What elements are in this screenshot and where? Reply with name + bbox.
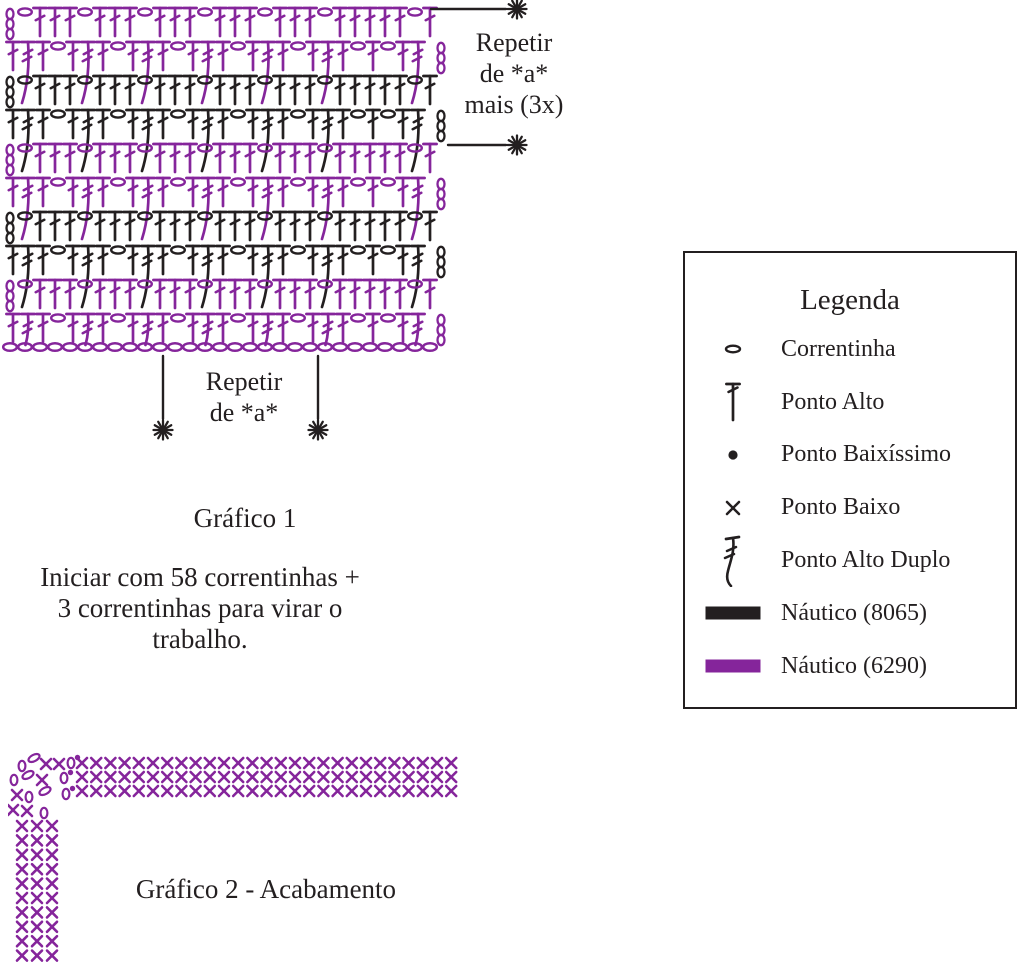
single-crochet-icon xyxy=(725,500,741,516)
treble-crochet-icon xyxy=(723,535,741,587)
yarn-color-purple-swatch xyxy=(705,659,761,673)
repeat-bottom-line1: Repetir xyxy=(205,367,283,396)
grafico-2-title: Gráfico 2 - Acabamento xyxy=(135,874,397,904)
legend-label: Náutico (8065) xyxy=(781,599,927,626)
legend-label: Ponto Baixo xyxy=(781,494,901,521)
legend-row-ponto-baixo: Ponto Baixo xyxy=(685,481,1015,534)
slip-stitch-icon xyxy=(728,450,738,460)
double-crochet-icon xyxy=(725,382,741,422)
repeat-right-line3: mais (3x) xyxy=(464,90,564,119)
legend-box: Legenda Correntinha Ponto Alto Ponto Bai… xyxy=(683,251,1017,709)
legend-title: Legenda xyxy=(800,284,900,316)
legend-row-ponto-alto-duplo: Ponto Alto Duplo xyxy=(685,534,1015,587)
grafico-1-note-line1: Iniciar com 58 correntinhas + xyxy=(40,562,360,592)
legend-rows: Correntinha Ponto Alto Ponto Baixíssimo … xyxy=(685,323,1015,693)
repeat-right-line1: Repetir xyxy=(475,28,553,57)
legend-row-ponto-baixissimo: Ponto Baixíssimo xyxy=(685,429,1015,482)
grafico-1-chart xyxy=(1,0,528,441)
grafico-2-chart xyxy=(8,752,458,962)
chain-stitch-icon xyxy=(724,344,742,354)
grafico-1-title: Gráfico 1 xyxy=(193,503,297,533)
legend-label: Náutico (6290) xyxy=(781,652,927,679)
legend-label: Ponto Alto xyxy=(781,388,885,415)
legend-row-correntinha: Correntinha xyxy=(685,323,1015,376)
yarn-color-black-swatch xyxy=(705,606,761,620)
repeat-bottom-line2: de *a* xyxy=(209,398,279,427)
repeat-right-label: Repetir de *a* mais (3x) xyxy=(437,27,591,120)
legend-label: Ponto Baixíssimo xyxy=(781,441,952,468)
legend-row-nautico-6290: Náutico (6290) xyxy=(685,640,1015,693)
repeat-bottom-label: Repetir de *a* xyxy=(168,366,320,428)
legend-label: Correntinha xyxy=(781,335,896,362)
legend-label: Ponto Alto Duplo xyxy=(781,547,951,574)
legend-row-ponto-alto: Ponto Alto xyxy=(685,376,1015,429)
repeat-right-line2: de *a* xyxy=(479,59,549,88)
legend-row-nautico-8065: Náutico (8065) xyxy=(685,587,1015,640)
grafico-1-note-line2: 3 correntinhas para virar o trabalho. xyxy=(57,593,343,654)
grafico-1-note: Iniciar com 58 correntinhas + 3 correnti… xyxy=(8,562,392,655)
